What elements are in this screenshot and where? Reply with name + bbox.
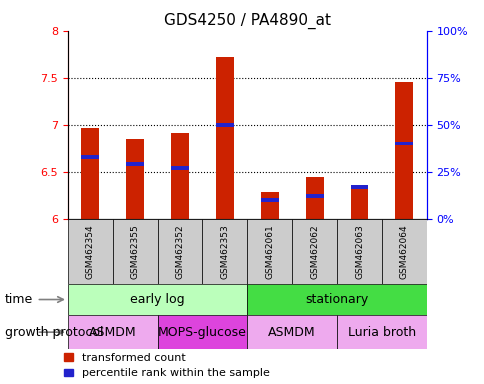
Text: GSM462355: GSM462355 xyxy=(130,224,139,279)
Text: GSM462064: GSM462064 xyxy=(399,224,408,279)
Text: ASMDM: ASMDM xyxy=(89,326,136,339)
Bar xyxy=(81,155,99,159)
Bar xyxy=(215,57,233,219)
Bar xyxy=(112,219,157,284)
Bar xyxy=(350,186,368,219)
Bar xyxy=(260,198,278,202)
Bar xyxy=(350,185,368,189)
Text: MOPS-glucose: MOPS-glucose xyxy=(158,326,246,339)
Bar xyxy=(157,315,247,349)
Bar xyxy=(381,219,426,284)
Bar xyxy=(305,177,323,219)
Text: stationary: stationary xyxy=(305,293,368,306)
Bar xyxy=(291,219,336,284)
Text: early log: early log xyxy=(130,293,184,306)
Text: GSM462061: GSM462061 xyxy=(265,224,274,279)
Bar xyxy=(247,284,426,315)
Bar xyxy=(394,142,412,146)
Text: ASMDM: ASMDM xyxy=(268,326,316,339)
Bar xyxy=(260,192,278,219)
Bar xyxy=(215,123,233,127)
Text: time: time xyxy=(5,293,33,306)
Text: growth protocol: growth protocol xyxy=(5,326,103,339)
Bar xyxy=(336,315,426,349)
Bar xyxy=(68,284,247,315)
Title: GDS4250 / PA4890_at: GDS4250 / PA4890_at xyxy=(164,13,330,29)
Bar xyxy=(157,219,202,284)
Bar xyxy=(247,219,291,284)
Text: GSM462353: GSM462353 xyxy=(220,224,229,279)
Text: Luria broth: Luria broth xyxy=(347,326,415,339)
Bar xyxy=(126,162,144,166)
Text: GSM462063: GSM462063 xyxy=(354,224,363,279)
Legend: transformed count, percentile rank within the sample: transformed count, percentile rank withi… xyxy=(63,353,269,379)
Bar xyxy=(247,315,336,349)
Bar xyxy=(68,315,157,349)
Bar xyxy=(68,219,112,284)
Bar xyxy=(336,219,381,284)
Bar xyxy=(394,81,412,219)
Bar xyxy=(171,133,189,219)
Bar xyxy=(171,166,189,170)
Bar xyxy=(81,127,99,219)
Bar xyxy=(126,139,144,219)
Bar xyxy=(202,219,247,284)
Text: GSM462354: GSM462354 xyxy=(86,224,95,279)
Text: GSM462352: GSM462352 xyxy=(175,224,184,279)
Bar xyxy=(305,194,323,198)
Text: GSM462062: GSM462062 xyxy=(309,224,318,279)
